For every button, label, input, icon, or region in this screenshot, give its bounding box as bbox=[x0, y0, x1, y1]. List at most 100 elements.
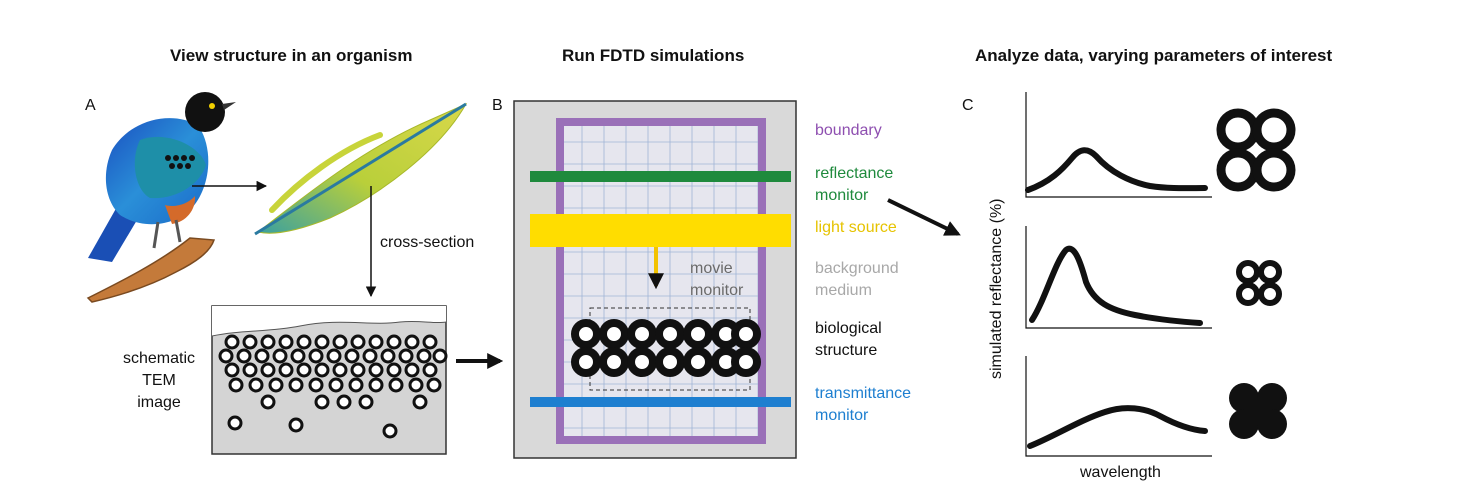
feather-illustration bbox=[254, 102, 468, 236]
tem-particle bbox=[358, 394, 374, 410]
tem-particle bbox=[296, 334, 312, 350]
tem-particle bbox=[344, 348, 360, 364]
tem-particle bbox=[332, 362, 348, 378]
tem-particle bbox=[236, 348, 252, 364]
tem-particle bbox=[248, 377, 264, 393]
transmittance-monitor-bar bbox=[530, 397, 791, 407]
tem-particle bbox=[416, 348, 432, 364]
bio-ring bbox=[731, 319, 761, 349]
simulation-box bbox=[513, 100, 797, 459]
bio-ring bbox=[655, 319, 685, 349]
tem-particle bbox=[227, 415, 243, 431]
bio-ring bbox=[599, 347, 629, 377]
tem-label: schematic TEM image bbox=[116, 348, 202, 414]
legend-reflectance-line-2: monitor bbox=[815, 187, 869, 204]
movie-monitor-label-line-1: movie bbox=[690, 260, 733, 277]
tem-particle bbox=[308, 377, 324, 393]
tem-label-line-1: schematic bbox=[122, 350, 196, 367]
tem-particle bbox=[260, 334, 276, 350]
bio-ring bbox=[599, 319, 629, 349]
light-source-bar bbox=[530, 214, 791, 247]
tem-particle bbox=[348, 377, 364, 393]
legend-background-medium: background medium bbox=[815, 258, 899, 302]
tem-particle bbox=[368, 362, 384, 378]
bio-ring bbox=[627, 347, 657, 377]
bio-ring bbox=[627, 319, 657, 349]
tem-particle bbox=[314, 362, 330, 378]
tem-particle bbox=[224, 362, 240, 378]
bio-ring bbox=[683, 347, 713, 377]
tem-particle bbox=[362, 348, 378, 364]
tem-particle bbox=[278, 334, 294, 350]
tem-particle bbox=[218, 348, 234, 364]
tem-particle bbox=[260, 394, 276, 410]
tem-particle bbox=[326, 348, 342, 364]
tem-particle bbox=[422, 362, 438, 378]
shape-solid-discs bbox=[1229, 383, 1287, 439]
tem-particle bbox=[412, 394, 428, 410]
legend-background-line-1: background bbox=[815, 260, 899, 277]
boundary-rect bbox=[556, 118, 766, 444]
tem-particle bbox=[398, 348, 414, 364]
x-axis-label: wavelength bbox=[1080, 464, 1161, 481]
tem-particle bbox=[404, 362, 420, 378]
tem-particle bbox=[260, 362, 276, 378]
tem-particle bbox=[386, 362, 402, 378]
legend-biological-structure: biological structure bbox=[815, 318, 882, 362]
tem-particle bbox=[408, 377, 424, 393]
cross-section-label: cross-section bbox=[380, 234, 475, 251]
bio-ring bbox=[571, 347, 601, 377]
legend-background-line-2: medium bbox=[815, 282, 872, 299]
tem-particle bbox=[296, 362, 312, 378]
legend-transmittance-monitor: transmittance monitor bbox=[815, 383, 911, 427]
tem-particle bbox=[314, 334, 330, 350]
reflectance-monitor-bar bbox=[530, 171, 791, 182]
tem-particle bbox=[224, 334, 240, 350]
tem-particle bbox=[386, 334, 402, 350]
tem-particle bbox=[332, 334, 348, 350]
spectrum-curve-3 bbox=[1027, 405, 1208, 449]
panel-letter-c: C bbox=[962, 97, 974, 114]
tem-particle bbox=[426, 377, 442, 393]
tem-label-line-2: TEM bbox=[142, 372, 176, 389]
heading-simulation: Run FDTD simulations bbox=[562, 46, 745, 65]
tem-particle bbox=[314, 394, 330, 410]
legend-transmittance-line-1: transmittance bbox=[815, 385, 912, 402]
tem-particle bbox=[368, 377, 384, 393]
bio-ring bbox=[655, 347, 685, 377]
bio-ring bbox=[683, 319, 713, 349]
tem-particle bbox=[388, 377, 404, 393]
tem-particle bbox=[380, 348, 396, 364]
tem-particle bbox=[308, 348, 324, 364]
tem-particle bbox=[328, 377, 344, 393]
panel-letter-a: A bbox=[85, 97, 96, 114]
tem-particle bbox=[368, 334, 384, 350]
tem-particle bbox=[288, 417, 304, 433]
arrow-to-analysis bbox=[887, 198, 961, 236]
tem-particle bbox=[268, 377, 284, 393]
tem-particle bbox=[242, 362, 258, 378]
legend-light-source-line-1: light source bbox=[815, 219, 897, 236]
tem-particle bbox=[336, 394, 352, 410]
legend-biological-line-2: structure bbox=[815, 342, 878, 359]
shape-small-rings bbox=[1236, 260, 1282, 306]
tem-particle bbox=[228, 377, 244, 393]
legend-boundary-line-1: boundary bbox=[815, 122, 882, 139]
tem-particle bbox=[290, 348, 306, 364]
legend-reflectance-line-1: reflectance bbox=[815, 165, 894, 182]
legend-light-source: light source bbox=[815, 217, 897, 239]
tem-particle bbox=[350, 334, 366, 350]
tem-particle bbox=[288, 377, 304, 393]
tem-particle bbox=[278, 362, 294, 378]
bio-ring bbox=[571, 319, 601, 349]
tem-particle bbox=[422, 334, 438, 350]
tem-particle bbox=[272, 348, 288, 364]
spectrum-curve-2 bbox=[1029, 245, 1203, 326]
tem-particle bbox=[242, 334, 258, 350]
legend-transmittance-line-2: monitor bbox=[815, 407, 869, 424]
movie-monitor-label: movie monitor bbox=[690, 258, 743, 302]
analysis-graphs bbox=[1025, 92, 1212, 457]
tem-image bbox=[211, 305, 448, 455]
tem-label-line-3: image bbox=[137, 394, 181, 411]
y-axis-label: simulated reflectance (%) bbox=[988, 198, 1005, 379]
